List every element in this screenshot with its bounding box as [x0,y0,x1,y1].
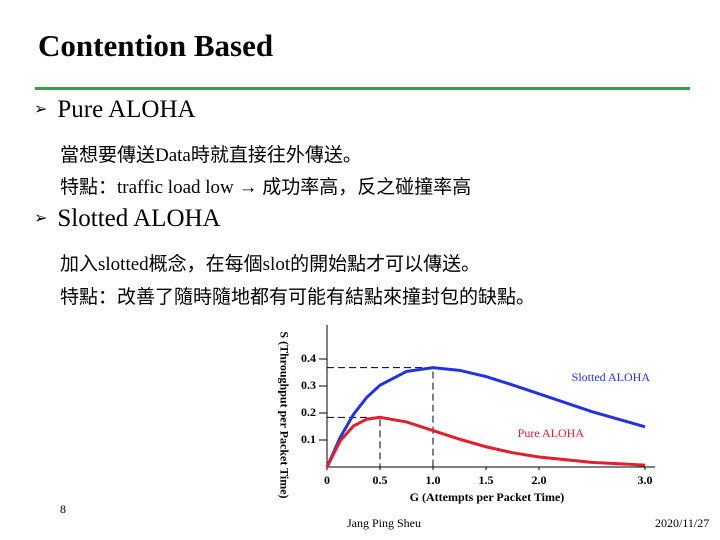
series-line [325,366,646,468]
page-number: 8 [60,502,66,516]
bullet: Pure ALOHA [34,96,195,124]
title-rule [35,87,690,90]
y-tick-label: 0.3 [301,378,316,392]
bullet-text: 當想要傳送Data時就直接往外傳送。 [60,145,362,166]
x-tick-label: 2.0 [532,473,547,487]
y-tick-label: 0.2 [301,405,316,419]
peak-guide [327,416,381,467]
series-line [325,415,646,468]
series-label: Slotted ALOHA [572,370,651,384]
x-tick-label: 3.0 [638,473,653,487]
x-tick-label: 1.0 [426,473,441,487]
bullet: Slotted ALOHA [34,205,220,233]
y-tick-label: 0.4 [301,351,316,365]
y-axis-label: S (Throughput per Packet Time) [277,331,291,498]
x-tick-label: 0 [324,473,330,487]
x-tick-label: 1.5 [479,473,494,487]
bullet-text: 特點：改善了隨時隨地都有可能有結點來撞封包的缺點。 [60,287,536,308]
bullet-text: 加入slotted概念，在每個slot的開始點才可以傳送。 [60,254,481,275]
date: 2020/11/27 [655,516,710,530]
y-tick-label: 0.1 [301,432,316,446]
bullet-text: 特點：traffic load low → 成功率高，反之碰撞率高 [60,177,472,198]
x-tick-label: 0.5 [373,473,388,487]
slide-title: Contention Based [38,28,274,63]
series-label: Pure ALOHA [518,426,585,440]
x-axis-label: G (Attempts per Packet Time) [410,490,565,504]
author: Jang Ping Sheu [347,516,421,530]
